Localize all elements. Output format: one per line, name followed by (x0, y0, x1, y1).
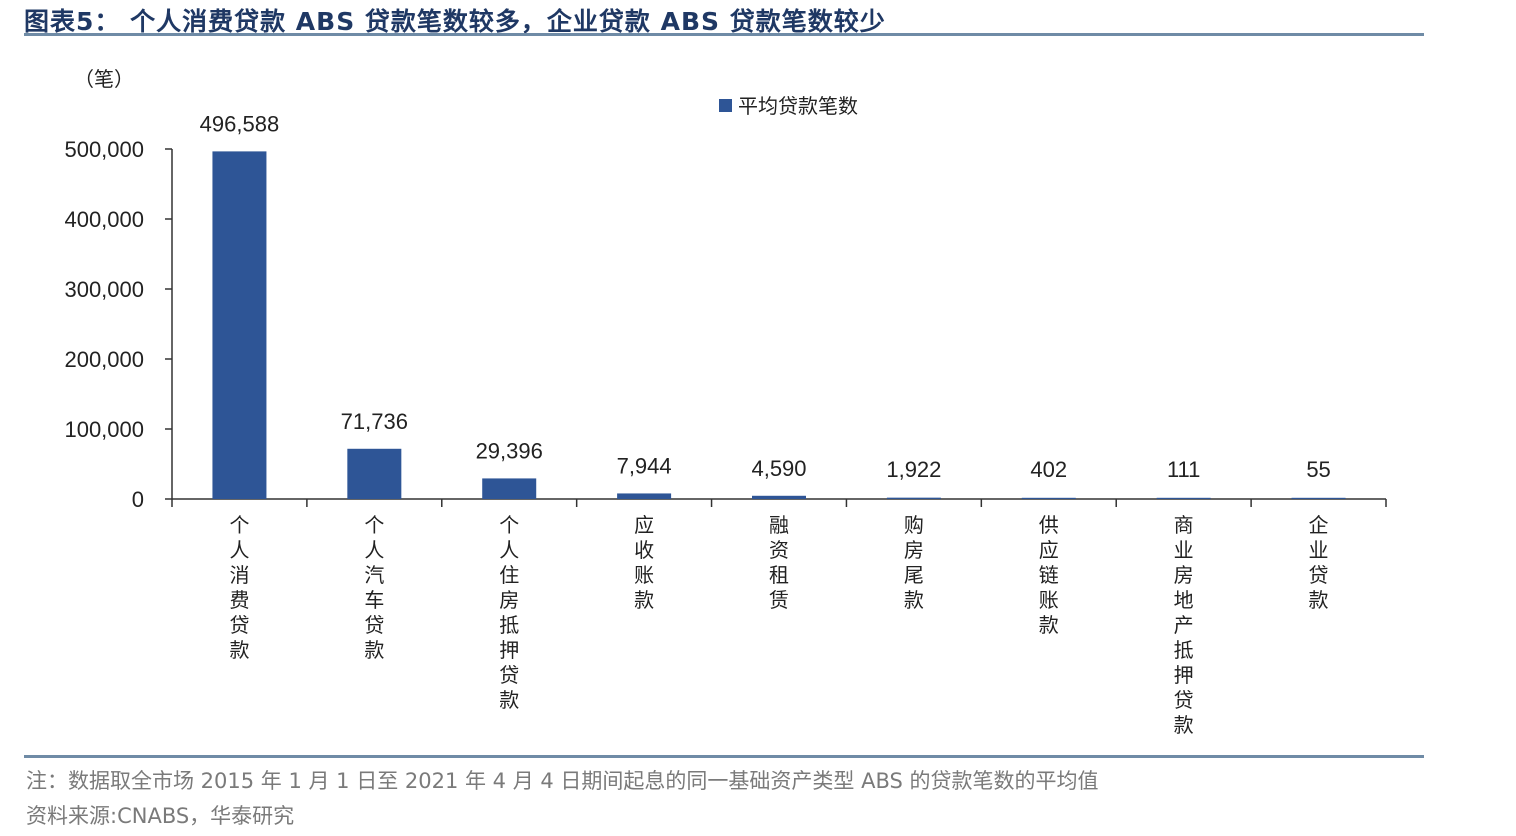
legend-label: 平均贷款笔数 (738, 94, 858, 118)
bar (1021, 497, 1076, 499)
x-category-label: 车 (364, 588, 384, 612)
x-category-label: 款 (1309, 588, 1329, 612)
x-category-label: 资 (769, 538, 789, 562)
x-category-label: 贷 (1174, 688, 1194, 712)
bar (482, 478, 537, 499)
x-category-label: 抵 (499, 613, 519, 637)
x-category-label: 费 (229, 588, 249, 612)
x-category-label: 尾 (904, 563, 924, 587)
x-category-label: 企 (1309, 513, 1329, 537)
bar (1291, 497, 1346, 499)
x-category-label: 抵 (1174, 638, 1194, 662)
data-label: 111 (1167, 457, 1200, 482)
data-label: 71,736 (341, 409, 408, 434)
bar-chart: （笔） 0 100,000 200,000 300,000 400,000 500,000 4… (64, 67, 1387, 737)
x-category-label: 房 (904, 538, 924, 562)
x-category-label: 业 (1174, 538, 1194, 562)
data-label: 1,922 (886, 457, 941, 482)
x-category-label: 款 (229, 638, 249, 662)
x-category-label: 购 (904, 513, 924, 537)
x-category-label: 押 (1174, 663, 1194, 687)
bar (347, 448, 402, 499)
y-tick-label: 200,000 (64, 347, 144, 372)
data-label: 496,588 (200, 111, 280, 136)
top-divider (24, 33, 1424, 36)
x-category-label: 地 (1174, 588, 1194, 612)
x-category-label: 产 (1174, 613, 1194, 637)
x-category-label: 贷 (364, 613, 384, 637)
bottom-divider (24, 755, 1424, 758)
data-label: 402 (1030, 457, 1067, 482)
legend-swatch (719, 99, 732, 112)
x-category-label: 商 (1174, 513, 1194, 537)
x-category-label: 收 (634, 538, 654, 562)
x-category-label: 链 (1039, 563, 1059, 587)
x-category-label: 贷 (1309, 563, 1329, 587)
x-category-label: 业 (1309, 538, 1329, 562)
x-category-label: 租 (769, 563, 789, 587)
x-category-label: 个 (364, 513, 384, 537)
x-category-label: 个 (229, 513, 249, 537)
x-category-label: 应 (634, 513, 654, 537)
x-category-label: 供 (1039, 513, 1059, 537)
x-category-label: 款 (1174, 713, 1194, 737)
x-category-label: 押 (499, 638, 519, 662)
x-category-label: 住 (499, 563, 519, 587)
chart-title: 图表5： 个人消费贷款 ABS 贷款笔数较多，企业贷款 ABS 贷款笔数较少 (24, 7, 886, 36)
x-category-label: 个 (499, 513, 519, 537)
x-category-label: 款 (364, 638, 384, 662)
x-category-label: 房 (1174, 563, 1194, 587)
x-category-label: 人 (499, 538, 519, 562)
x-category-label: 消 (229, 563, 249, 587)
data-label: 7,944 (617, 453, 672, 478)
y-tick-label: 0 (132, 487, 144, 512)
y-tick-label: 100,000 (64, 417, 144, 442)
y-tick-label: 500,000 (64, 137, 144, 162)
y-tick-label: 400,000 (64, 207, 144, 232)
bar (212, 151, 267, 499)
x-category-label: 款 (904, 588, 924, 612)
bar (1156, 497, 1211, 499)
x-category-label: 房 (499, 588, 519, 612)
x-category-label: 账 (1039, 588, 1059, 612)
x-category-label: 赁 (769, 588, 789, 612)
x-category-label: 款 (634, 588, 654, 612)
data-label: 4,590 (751, 456, 806, 481)
data-label: 55 (1306, 457, 1330, 482)
x-category-label: 款 (499, 688, 519, 712)
x-category-label: 账 (634, 563, 654, 587)
x-category-label: 款 (1039, 613, 1059, 637)
bar (886, 497, 941, 499)
x-category-label: 贷 (229, 613, 249, 637)
x-category-label: 融 (769, 513, 789, 537)
x-category-label: 人 (229, 538, 249, 562)
x-category-label: 汽 (364, 563, 384, 587)
y-axis-unit-label: （笔） (74, 67, 134, 91)
source-note: 资料来源:CNABS，华泰研究 (26, 804, 295, 828)
bar (752, 495, 806, 499)
bar (617, 493, 672, 499)
x-category-label: 贷 (499, 663, 519, 687)
footnote: 注：数据取全市场 2015 年 1 月 1 日至 2021 年 4 月 4 日期… (26, 769, 1099, 793)
x-category-label: 应 (1039, 538, 1059, 562)
data-label: 29,396 (476, 438, 543, 463)
y-tick-label: 300,000 (64, 277, 144, 302)
x-category-label: 人 (364, 538, 384, 562)
